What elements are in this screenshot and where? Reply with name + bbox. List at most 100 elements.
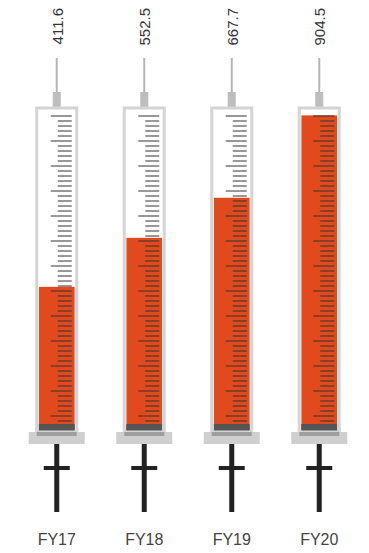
scale-mark	[58, 401, 72, 402]
scale-mark	[313, 141, 334, 142]
scale-mark	[313, 341, 334, 342]
scale-mark	[51, 291, 72, 292]
scale-mark	[233, 401, 247, 402]
scale-mark	[145, 361, 159, 362]
scale-mark	[233, 381, 247, 382]
scale-mark	[145, 151, 159, 152]
scale-mark	[320, 381, 334, 382]
scale-mark	[145, 176, 159, 177]
scale-mark	[320, 411, 334, 412]
scale-mark	[58, 146, 72, 147]
scale-mark	[138, 141, 159, 142]
scale-mark	[233, 386, 247, 387]
scale-mark	[320, 231, 334, 232]
scale-mark	[58, 306, 72, 307]
scale-mark	[145, 161, 159, 162]
scale-mark	[58, 121, 72, 122]
barrel	[124, 108, 164, 432]
scale-mark	[233, 396, 247, 397]
scale-mark	[233, 406, 247, 407]
scale-mark	[58, 386, 72, 387]
scale-mark	[320, 181, 334, 182]
scale-mark	[233, 421, 247, 422]
scale-mark	[138, 341, 159, 342]
scale-mark	[145, 301, 159, 302]
scale-mark	[320, 351, 334, 352]
scale-mark	[51, 416, 72, 417]
scale-mark	[320, 261, 334, 262]
fill-group	[301, 115, 337, 430]
scale-mark	[58, 136, 72, 137]
scale-mark	[145, 306, 159, 307]
fill-group	[126, 238, 162, 430]
scale-mark	[145, 396, 159, 397]
data-label: 904.5	[311, 8, 328, 46]
scale-mark	[145, 261, 159, 262]
scale-mark	[226, 416, 247, 417]
scale-mark	[145, 331, 159, 332]
scale-mark	[145, 221, 159, 222]
flange	[291, 432, 347, 444]
scale-mark	[320, 306, 334, 307]
scale-mark	[58, 326, 72, 327]
flange-edge	[212, 432, 252, 436]
scale-mark	[51, 341, 72, 342]
scale-mark	[58, 226, 72, 227]
scale-mark	[233, 261, 247, 262]
scale-mark	[320, 331, 334, 332]
scale-mark	[145, 271, 159, 272]
scale-mark	[145, 406, 159, 407]
scale-mark	[145, 311, 159, 312]
scale-mark	[58, 181, 72, 182]
scale-mark	[313, 366, 334, 367]
scale-mark	[320, 251, 334, 252]
scale-mark	[58, 231, 72, 232]
scale-mark	[233, 221, 247, 222]
scale-mark	[51, 166, 72, 167]
needle	[143, 58, 145, 94]
scale-mark	[226, 141, 247, 142]
scale-mark	[320, 206, 334, 207]
scale-mark	[320, 121, 334, 122]
data-label: 667.7	[224, 8, 241, 46]
scale-mark	[320, 271, 334, 272]
flange	[29, 432, 85, 444]
scale-mark	[145, 121, 159, 122]
plunger-rod	[229, 444, 234, 512]
scale-mark	[233, 311, 247, 312]
scale-mark	[58, 131, 72, 132]
scale-mark	[320, 301, 334, 302]
scale-mark	[320, 286, 334, 287]
scale-mark	[233, 226, 247, 227]
scale-mark	[320, 336, 334, 337]
scale-mark	[138, 266, 159, 267]
scale-mark	[58, 331, 72, 332]
bar	[301, 115, 337, 430]
scale-mark	[145, 231, 159, 232]
scale-mark	[145, 181, 159, 182]
scale-mark	[58, 371, 72, 372]
scale-mark	[58, 421, 72, 422]
needle-hub	[228, 92, 236, 108]
scale-mark	[233, 306, 247, 307]
scale-mark	[145, 126, 159, 127]
scale-mark	[51, 241, 72, 242]
scale-mark	[313, 316, 334, 317]
scale-mark	[233, 176, 247, 177]
scale-mark	[138, 191, 159, 192]
scale-mark	[233, 376, 247, 377]
barrel	[37, 108, 77, 432]
scale-mark	[320, 396, 334, 397]
scale-mark	[233, 201, 247, 202]
scale-mark	[58, 396, 72, 397]
needle-hub	[53, 92, 61, 108]
chart-svg: 411.6FY17552.5FY18667.7FY19904.5FY20	[0, 0, 369, 553]
scale-mark	[233, 346, 247, 347]
scale-mark	[145, 246, 159, 247]
scale-mark	[51, 391, 72, 392]
plunger-crossbar	[306, 466, 332, 470]
scale-mark	[58, 351, 72, 352]
scale-mark	[233, 211, 247, 212]
scale-mark	[58, 186, 72, 187]
barrel	[299, 108, 339, 432]
